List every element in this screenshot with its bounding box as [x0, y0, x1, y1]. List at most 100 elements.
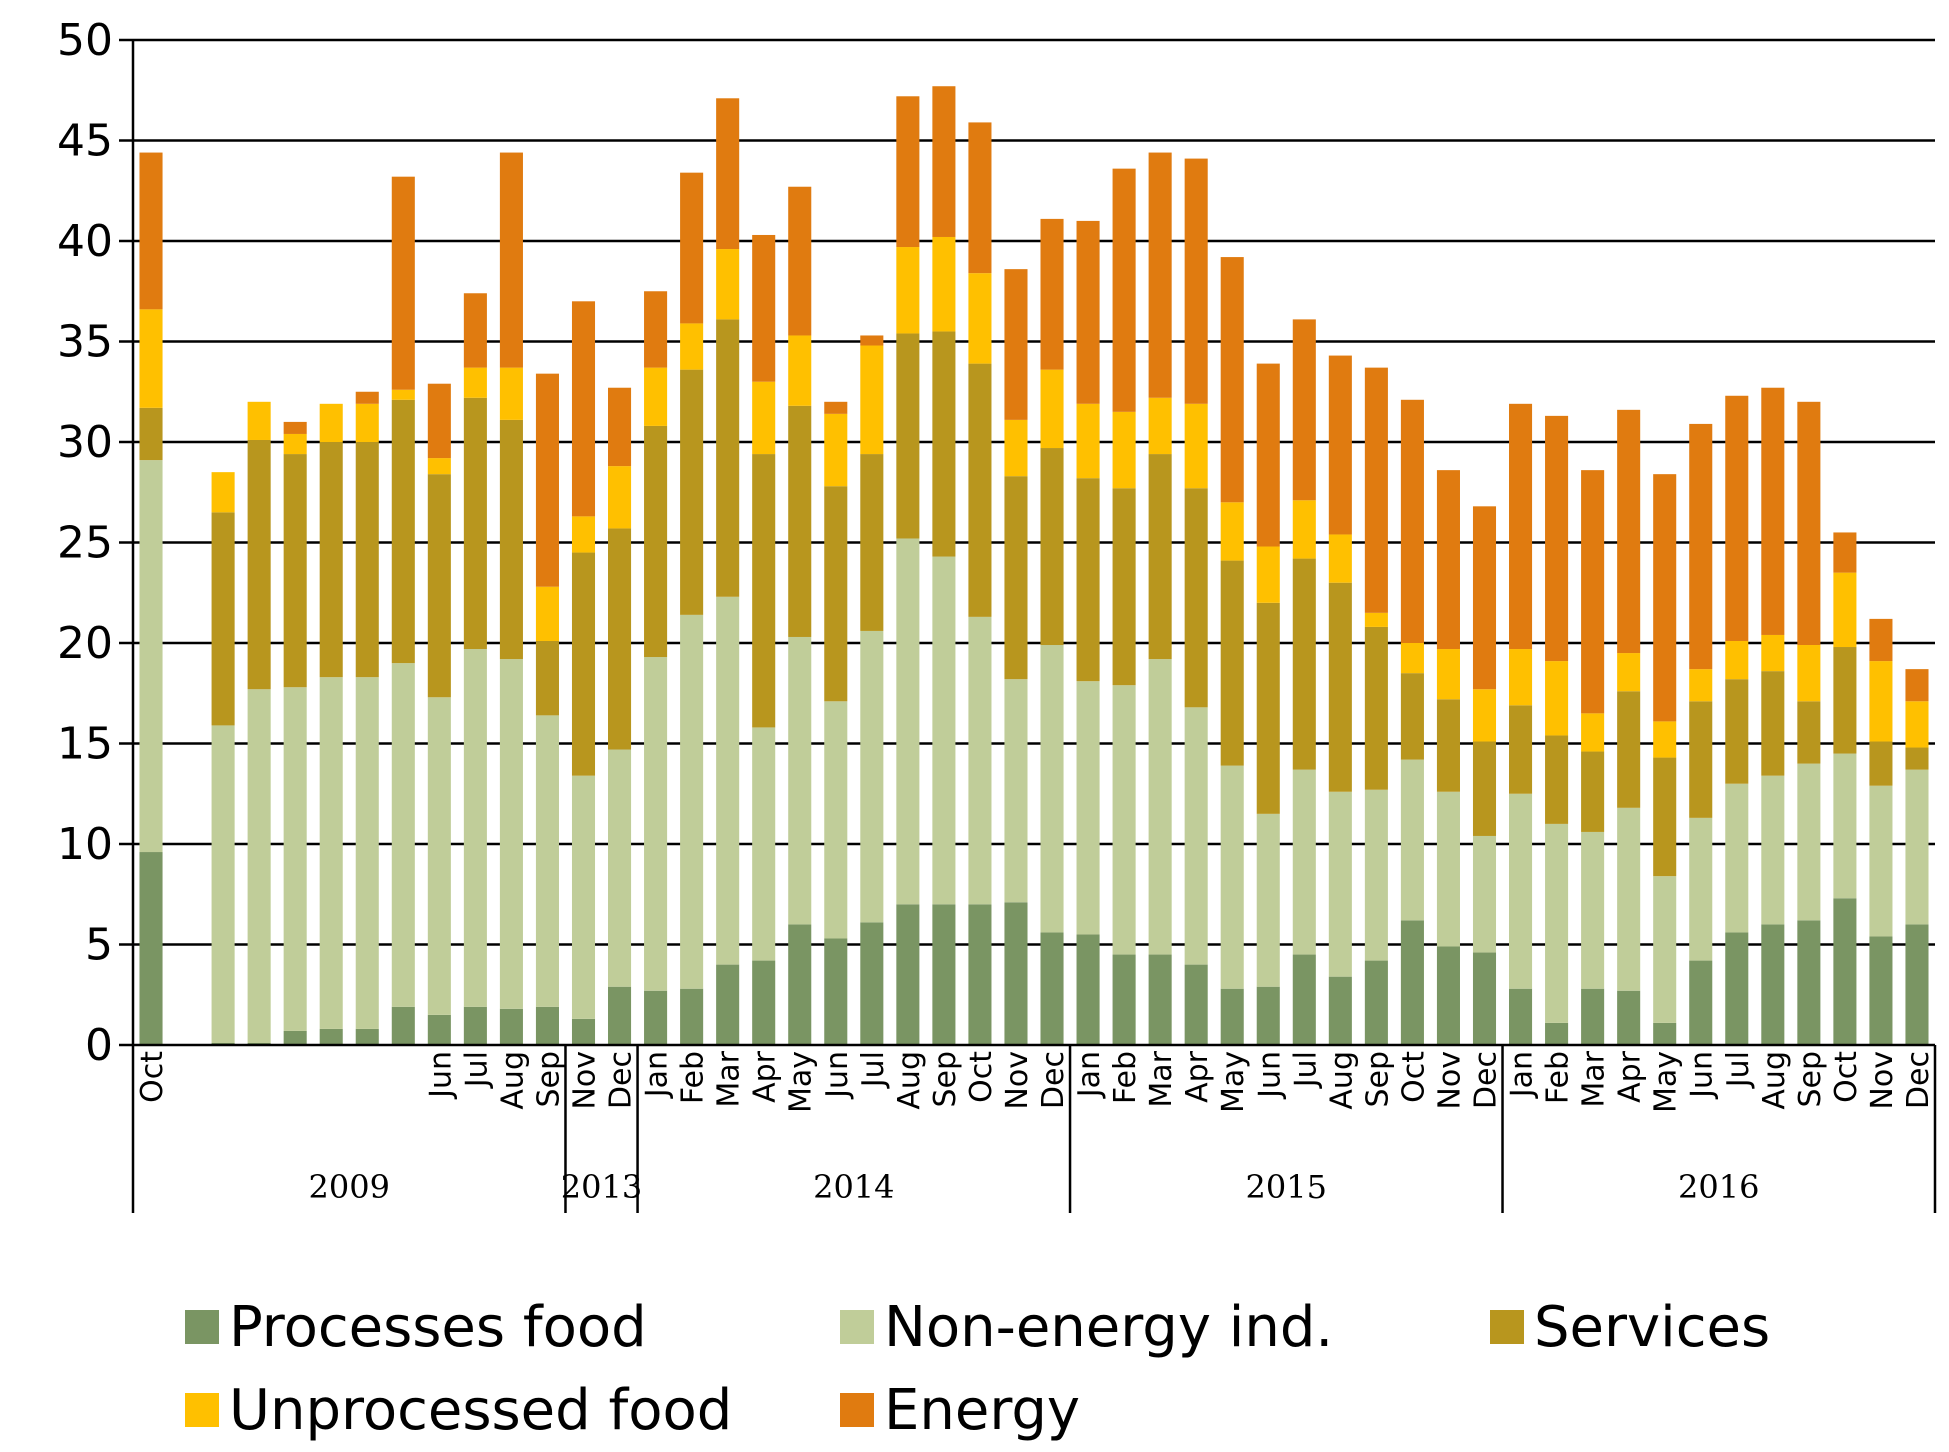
bar-segment-unprocessed-food — [391, 389, 415, 400]
bar-segment-energy — [1436, 470, 1460, 650]
bar-segment-non-energy-ind — [319, 677, 343, 1029]
bar-segment-services — [1905, 747, 1929, 770]
bar-segment-energy — [139, 152, 163, 310]
bar-segment-processes-food — [139, 852, 163, 1045]
x-tick-label: May — [784, 1051, 819, 1113]
bar-segment-processes-food — [499, 1008, 523, 1045]
bar-segment-unprocessed-food — [427, 458, 451, 475]
bar-segment-non-energy-ind — [968, 616, 992, 905]
bar-segment-unprocessed-food — [1292, 500, 1316, 559]
bar-segment-unprocessed-food — [1581, 713, 1605, 752]
bar-segment-unprocessed-food — [1905, 701, 1929, 748]
bar-segment-non-energy-ind — [283, 687, 307, 1031]
x-tick-label: Jun — [423, 1051, 458, 1100]
bar-segment-services — [1581, 751, 1605, 832]
y-tick-label: 45 — [57, 116, 113, 167]
bar-segment-energy — [932, 86, 956, 237]
bar-segment-non-energy-ind — [1833, 753, 1857, 899]
bar-segment-services — [283, 454, 307, 688]
bar-segment-unprocessed-food — [1689, 669, 1713, 702]
x-tick-label: Apr — [748, 1050, 783, 1103]
bar-segment-services — [680, 369, 704, 615]
y-tick-label: 50 — [57, 15, 113, 66]
bar-segment-energy — [788, 186, 812, 336]
bar-segment-unprocessed-food — [1725, 640, 1749, 680]
x-tick-label: Dec — [1469, 1051, 1504, 1109]
bar-segment-processes-food — [1545, 1022, 1569, 1045]
bar-segment-non-energy-ind — [427, 697, 451, 1015]
bar-segment-energy — [1689, 423, 1713, 670]
bar-segment-unprocessed-food — [752, 381, 776, 455]
x-tick-label: Jun — [1252, 1051, 1287, 1100]
bar-segment-non-energy-ind — [1436, 791, 1460, 947]
bar-segment-energy — [1220, 257, 1244, 503]
x-tick-label: Jul — [1721, 1051, 1756, 1089]
bar-segment-processes-food — [535, 1006, 559, 1045]
bar-segment-services — [319, 442, 343, 678]
bar-segment-processes-food — [1653, 1022, 1677, 1045]
bar-segment-processes-food — [1725, 932, 1749, 1045]
bar-segment-processes-food — [1328, 976, 1352, 1045]
bar-segment-processes-food — [1112, 954, 1136, 1045]
axes — [119, 38, 1937, 1213]
x-tick-label: Jul — [1288, 1051, 1323, 1089]
bar-segment-unprocessed-food — [608, 466, 632, 529]
x-tick-label: Feb — [1541, 1051, 1576, 1104]
x-tick-label: Dec — [604, 1051, 639, 1109]
bar-segment-processes-food — [427, 1014, 451, 1045]
bar-segment-services — [1400, 673, 1424, 760]
bar-segment-processes-food — [680, 988, 704, 1045]
bar-segment-non-energy-ind — [1761, 775, 1785, 925]
bar-segment-unprocessed-food — [1184, 403, 1208, 489]
x-tick-label: Nov — [1000, 1051, 1035, 1110]
bar-segment-services — [1869, 741, 1893, 786]
bar-segment-unprocessed-food — [1364, 612, 1388, 627]
bar-segment-processes-food — [896, 904, 920, 1045]
bar-segment-energy — [1761, 387, 1785, 635]
bar-segment-unprocessed-food — [1220, 502, 1244, 561]
bar-segment-processes-food — [1004, 902, 1028, 1045]
bar-segment-processes-food — [860, 922, 884, 1045]
bar-segment-non-energy-ind — [139, 460, 163, 853]
bar-segment-non-energy-ind — [716, 596, 740, 965]
bar-segment-non-energy-ind — [1400, 759, 1424, 921]
x-tick-label: Nov — [1432, 1051, 1467, 1110]
bar-segment-energy — [1112, 168, 1136, 412]
x-tick-labels: Oct Jun Jul Aug Sep Nov Dec Jan Feb Mar Apr May Jun J… — [135, 1050, 1936, 1113]
bar-segment-processes-food — [1076, 934, 1100, 1045]
bar-segment-services — [1436, 699, 1460, 792]
bar-segment-services — [1509, 705, 1533, 794]
bar-segment-services — [1220, 560, 1244, 766]
bar-segment-services — [824, 486, 848, 702]
bar-segment-non-energy-ind — [1689, 817, 1713, 961]
bar-segment-services — [1761, 671, 1785, 776]
bar-segment-services — [1617, 691, 1641, 808]
bar-segment-energy — [1833, 532, 1857, 573]
x-tick-label: Oct — [135, 1051, 170, 1103]
bar-segment-services — [1004, 476, 1028, 680]
bar-segment-non-energy-ind — [860, 630, 884, 923]
bar-segment-processes-food — [1148, 954, 1172, 1045]
legend-swatch — [840, 1393, 874, 1427]
bar-segment-services — [788, 405, 812, 637]
y-tick-label: 25 — [57, 518, 113, 569]
bar-segment-energy — [427, 383, 451, 459]
bar-segment-non-energy-ind — [1545, 823, 1569, 1023]
x-tick-label: Jun — [1685, 1051, 1720, 1100]
bar-segment-services — [211, 512, 235, 726]
bar-segment-services — [247, 439, 271, 690]
bar-segment-energy — [824, 401, 848, 414]
bar-segment-unprocessed-food — [644, 367, 668, 426]
bar-segment-unprocessed-food — [896, 247, 920, 334]
y-tick-label: 0 — [85, 1020, 113, 1071]
bar-segment-services — [644, 425, 668, 658]
bar-segment-unprocessed-food — [824, 413, 848, 487]
bar-segment-processes-food — [1797, 920, 1821, 1045]
bar-segment-processes-food — [1905, 924, 1929, 1045]
bar-segment-services — [355, 442, 379, 678]
bar-segment-services — [463, 397, 487, 650]
bar-segment-non-energy-ind — [1256, 813, 1280, 987]
bar-segment-non-energy-ind — [1797, 763, 1821, 921]
legend-swatch — [840, 1310, 874, 1344]
bar-segment-energy — [1184, 158, 1208, 404]
